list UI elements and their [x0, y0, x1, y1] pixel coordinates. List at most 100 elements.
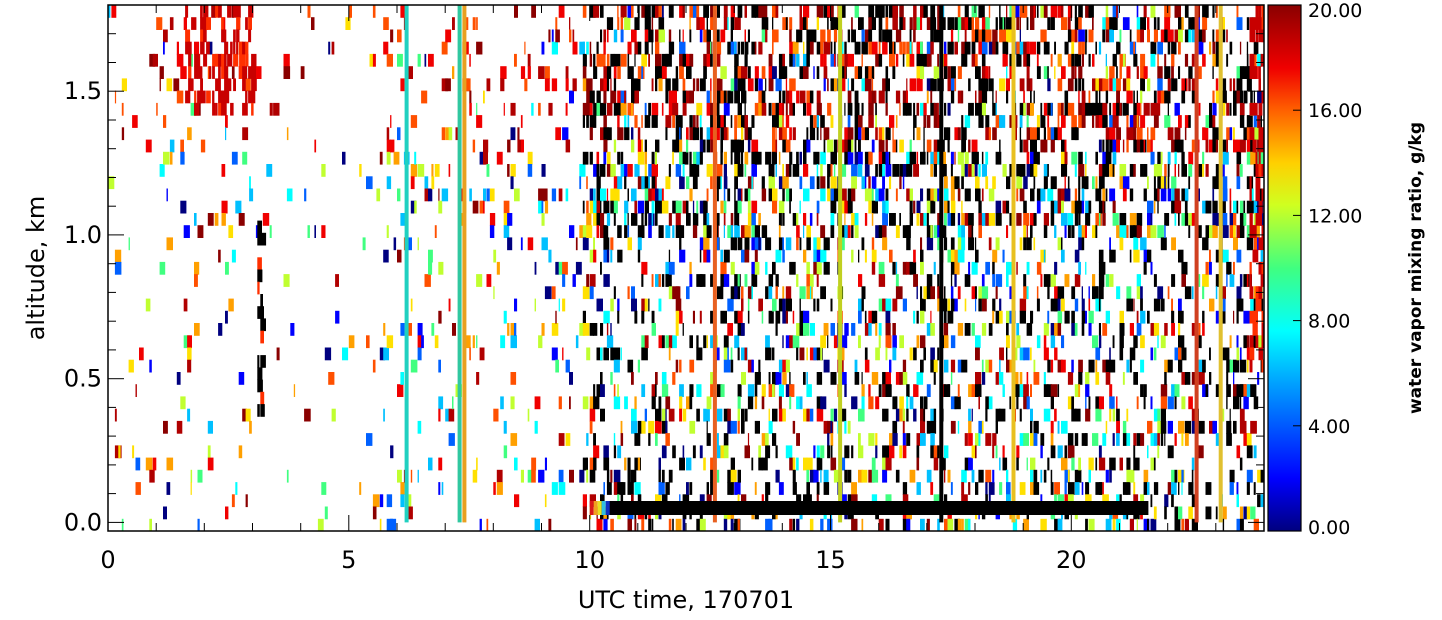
- heatmap-cell: [1191, 518, 1198, 531]
- heatmap-cell: [1033, 420, 1039, 434]
- heatmap-cell: [803, 53, 807, 67]
- heatmap-cell: [1009, 53, 1014, 67]
- heatmap-cell: [717, 41, 722, 55]
- heatmap-cell: [1074, 53, 1081, 67]
- heatmap-cell: [1078, 176, 1081, 190]
- heatmap-cell: [1153, 29, 1158, 43]
- heatmap-cell: [1255, 176, 1261, 189]
- heatmap-cell: [1198, 41, 1204, 55]
- heatmap-cell: [1064, 188, 1071, 202]
- heatmap-cell: [782, 188, 785, 202]
- heatmap-cell: [1209, 261, 1212, 275]
- heatmap-cell: [1184, 127, 1187, 141]
- heatmap-cell: [424, 176, 429, 190]
- heatmap-cell: [600, 127, 607, 141]
- heatmap-cell: [1249, 286, 1254, 299]
- heatmap-cell: [785, 90, 791, 104]
- heatmap-cell: [796, 225, 800, 238]
- heatmap-cell: [1040, 518, 1047, 531]
- heatmap-cell: [717, 188, 719, 202]
- heatmap-cell: [778, 66, 784, 79]
- heatmap-cell: [999, 359, 1001, 373]
- heatmap-cell: [582, 506, 587, 520]
- heatmap-cell: [775, 164, 777, 177]
- heatmap-cell: [658, 66, 664, 79]
- heatmap-cell: [1105, 469, 1109, 483]
- heatmap-cell: [933, 102, 939, 116]
- heatmap-cell: [1047, 78, 1051, 92]
- heatmap-cell: [555, 261, 560, 275]
- heatmap-cell: [981, 29, 988, 43]
- heatmap-cell: [1133, 53, 1138, 67]
- heatmap-cell: [1181, 274, 1186, 287]
- heatmap-cell: [720, 115, 725, 128]
- heatmap-cell: [507, 164, 510, 177]
- heatmap-cell: [1253, 518, 1259, 531]
- heatmap-cell: [720, 151, 723, 165]
- heatmap-cell: [159, 78, 161, 92]
- heatmap-cell: [658, 188, 663, 202]
- heatmap-cell: [1030, 102, 1034, 116]
- heatmap-cell: [1239, 90, 1243, 104]
- heatmap-cell: [916, 66, 921, 79]
- heatmap-cell: [1092, 17, 1094, 30]
- heatmap-cell: [882, 29, 888, 43]
- heatmap-cell: [672, 139, 677, 153]
- heatmap-cell: [655, 213, 658, 226]
- heatmap-cell: [644, 115, 651, 128]
- heatmap-cell: [689, 127, 696, 141]
- heatmap-cell: [1212, 139, 1218, 153]
- heatmap-cell: [902, 482, 908, 495]
- heatmap-cell: [820, 347, 823, 361]
- heatmap-cell: [937, 151, 942, 165]
- heatmap-cell: [593, 396, 600, 410]
- heatmap-cell: [658, 200, 665, 214]
- heatmap-cell: [400, 323, 405, 336]
- heatmap-cell: [1074, 29, 1078, 43]
- heatmap-cell: [675, 139, 681, 153]
- heatmap-cell: [789, 457, 795, 471]
- heatmap-cell: [185, 5, 189, 18]
- heatmap-cell: [1122, 53, 1126, 67]
- heatmap-cell: [902, 408, 906, 422]
- heatmap-cell: [1202, 151, 1205, 165]
- heatmap-cell: [1067, 102, 1075, 116]
- heatmap-cell: [579, 176, 582, 190]
- heatmap-cell: [551, 41, 558, 55]
- heatmap-cell: [613, 359, 620, 373]
- heatmap-cell: [978, 164, 981, 177]
- heatmap-cell: [1081, 78, 1085, 92]
- heatmap-cell: [975, 102, 981, 116]
- heatmap-cell: [1085, 225, 1087, 238]
- heatmap-cell: [765, 261, 768, 275]
- heatmap-cell: [1157, 286, 1164, 300]
- heatmap-cell: [1057, 518, 1063, 531]
- heatmap-cell: [696, 115, 699, 128]
- heatmap-cell: [321, 164, 326, 177]
- heatmap-cell: [593, 164, 598, 177]
- heatmap-cell: [1030, 433, 1034, 446]
- heatmap-cell: [1181, 90, 1186, 104]
- heatmap-cell: [589, 90, 595, 104]
- heatmap-cell: [551, 347, 558, 361]
- heatmap-cell: [1171, 274, 1176, 287]
- heatmap-cell: [734, 482, 741, 495]
- heatmap-cell: [627, 469, 631, 483]
- heatmap-cell: [589, 323, 594, 336]
- heatmap-cell: [1236, 445, 1241, 459]
- heatmap-cell: [775, 78, 782, 92]
- heatmap-cell: [885, 335, 892, 349]
- heatmap-cell: [1109, 188, 1116, 202]
- heatmap-cell: [383, 408, 385, 422]
- heatmap-cell: [964, 164, 968, 177]
- heatmap-cell: [813, 469, 819, 483]
- heatmap-cell: [1164, 17, 1171, 30]
- heatmap-cell: [1105, 127, 1112, 141]
- heatmap-cell: [1095, 90, 1098, 104]
- heatmap-cell: [1085, 151, 1087, 165]
- heatmap-cell: [954, 41, 958, 55]
- plot-frame: [107, 4, 1265, 532]
- heatmap-cell: [816, 408, 824, 422]
- heatmap-cell: [950, 188, 955, 202]
- heatmap-cell: [1188, 151, 1194, 165]
